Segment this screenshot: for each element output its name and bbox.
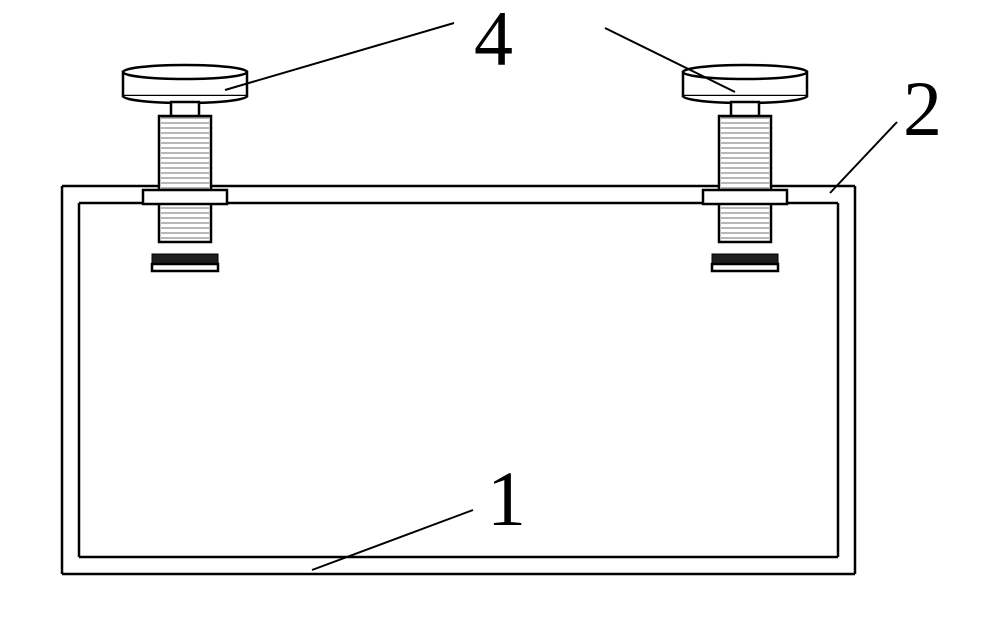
label-2: 2: [903, 70, 942, 148]
label-4: 4: [474, 0, 513, 78]
leader-3: [312, 510, 473, 570]
leader-0: [225, 23, 454, 90]
leader-2: [830, 122, 897, 193]
leader-1: [605, 28, 735, 92]
bolt-0: [123, 65, 247, 271]
bolt-1: [683, 65, 807, 271]
label-1: 1: [487, 460, 526, 538]
